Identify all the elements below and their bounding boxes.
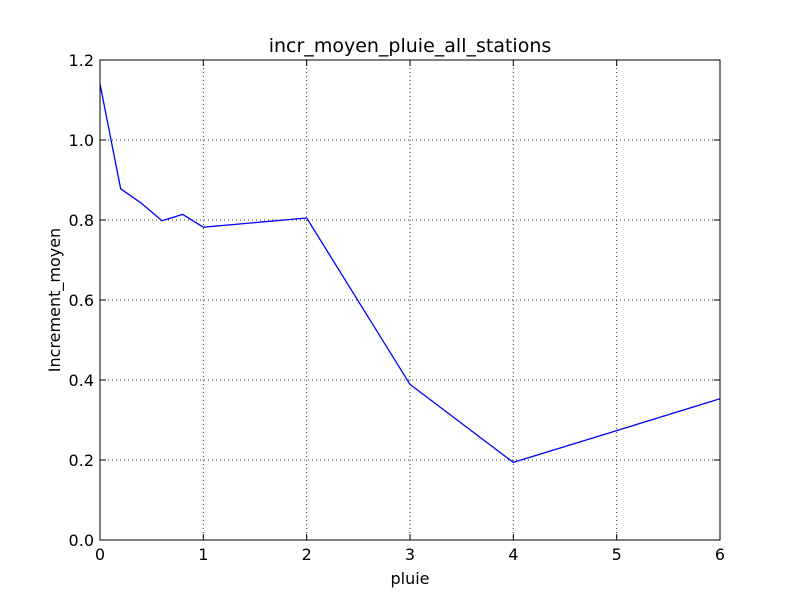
y-tick-label: 0.0	[69, 531, 94, 550]
y-axis-label: Increment_moyen	[45, 228, 65, 372]
x-tick-label: 5	[612, 545, 622, 564]
y-tick-label: 0.8	[69, 211, 94, 230]
series-layer	[99, 83, 721, 464]
x-tick-label: 2	[302, 545, 312, 564]
y-tick-label: 1.2	[69, 51, 94, 70]
y-tick-label: 0.4	[69, 371, 94, 390]
y-tick-label: 0.6	[69, 291, 94, 310]
tick-labels: 0 1 2 3 4 5 6 0.0 0.2 0.4 0.6 0.8 1.0 1.2	[69, 51, 726, 564]
x-tick-label: 1	[198, 545, 208, 564]
chart-title: incr_moyen_pluie_all_stations	[269, 35, 552, 57]
x-tick-label: 4	[508, 545, 518, 564]
x-tick-label: 0	[95, 545, 105, 564]
y-tick-label: 0.2	[69, 451, 94, 470]
grid-lines	[100, 60, 720, 540]
x-tick-label: 3	[405, 545, 415, 564]
x-tick-label: 6	[715, 545, 725, 564]
series-line-0	[99, 83, 721, 464]
y-tick-label: 1.0	[69, 131, 94, 150]
tick-marks	[99, 59, 721, 541]
x-axis-label: pluie	[390, 569, 429, 588]
